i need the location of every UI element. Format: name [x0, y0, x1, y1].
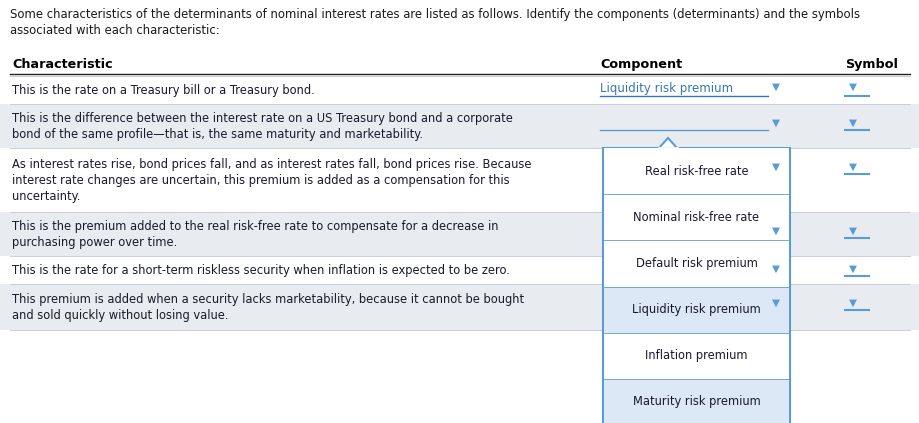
Text: Some characteristics of the determinants of nominal interest rates are listed as: Some characteristics of the determinants…: [10, 8, 859, 21]
Text: ▼: ▼: [848, 264, 857, 274]
Text: purchasing power over time.: purchasing power over time.: [12, 236, 177, 249]
Text: Inflation premium: Inflation premium: [644, 349, 747, 362]
Text: Maturity risk premium: Maturity risk premium: [632, 396, 759, 409]
Bar: [0, 284, 919, 330]
Text: ▼: ▼: [771, 226, 779, 236]
Text: ▼: ▼: [848, 298, 857, 308]
Bar: [0, 256, 919, 284]
Bar: [604, 332, 789, 379]
Text: Default risk premium: Default risk premium: [635, 257, 756, 270]
Text: ▼: ▼: [848, 82, 857, 92]
Text: This is the premium added to the real risk-free rate to compensate for a decreas: This is the premium added to the real ri…: [12, 220, 498, 233]
Bar: [604, 286, 789, 332]
Text: uncertainty.: uncertainty.: [12, 190, 80, 203]
Bar: [0, 104, 919, 148]
Text: Component: Component: [599, 58, 681, 71]
Bar: [604, 148, 789, 194]
Text: Real risk-free rate: Real risk-free rate: [644, 165, 747, 178]
Text: associated with each characteristic:: associated with each characteristic:: [10, 24, 220, 37]
Bar: [0, 76, 919, 104]
Text: ▼: ▼: [771, 82, 779, 92]
Text: ▼: ▼: [771, 118, 779, 128]
Text: As interest rates rise, bond prices fall, and as interest rates fall, bond price: As interest rates rise, bond prices fall…: [12, 158, 531, 171]
Text: interest rate changes are uncertain, this premium is added as a compensation for: interest rate changes are uncertain, thi…: [12, 174, 509, 187]
Bar: [604, 240, 789, 286]
Text: bond of the same profile—that is, the same maturity and marketability.: bond of the same profile—that is, the sa…: [12, 128, 423, 141]
Text: Nominal risk-free rate: Nominal risk-free rate: [633, 211, 759, 224]
Text: ▼: ▼: [848, 118, 857, 128]
Text: Characteristic: Characteristic: [12, 58, 112, 71]
Text: ▼: ▼: [771, 298, 779, 308]
Text: Symbol: Symbol: [844, 58, 897, 71]
Bar: [604, 379, 789, 423]
Text: This is the rate on a Treasury bill or a Treasury bond.: This is the rate on a Treasury bill or a…: [12, 84, 314, 97]
Text: This premium is added when a security lacks marketability, because it cannot be : This premium is added when a security la…: [12, 293, 524, 306]
Text: ▼: ▼: [848, 162, 857, 172]
Text: This is the difference between the interest rate on a US Treasury bond and a cor: This is the difference between the inter…: [12, 112, 512, 125]
Bar: [602, 148, 789, 423]
Text: Liquidity risk premium: Liquidity risk premium: [599, 82, 732, 95]
Text: ▼: ▼: [848, 226, 857, 236]
Text: ▼: ▼: [771, 162, 779, 172]
Text: and sold quickly without losing value.: and sold quickly without losing value.: [12, 309, 228, 322]
Text: ▼: ▼: [771, 264, 779, 274]
Text: Liquidity risk premium: Liquidity risk premium: [631, 303, 760, 316]
Polygon shape: [658, 138, 676, 148]
Bar: [0, 148, 919, 212]
Bar: [0, 212, 919, 256]
Text: This is the rate for a short-term riskless security when inflation is expected t: This is the rate for a short-term riskle…: [12, 264, 509, 277]
Bar: [604, 194, 789, 240]
